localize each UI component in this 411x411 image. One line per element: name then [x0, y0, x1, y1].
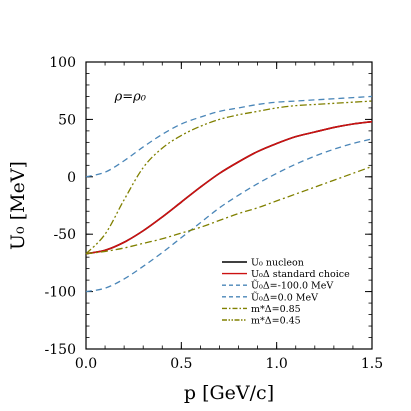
y-tick-label: -100 — [45, 285, 76, 301]
x-axis-label: p [GeV/c] — [184, 382, 274, 404]
density-annotation: ρ=ρ₀ — [114, 89, 147, 104]
ticks: 0.0 0.5 1.0 1.5 -150 -100 -50 0 50 100 — [45, 55, 384, 372]
legend-label-2: Ũ₀Δ=-100.0 MeV — [251, 280, 333, 292]
legend-label-4: m*Δ=0.85 — [251, 304, 301, 315]
series-line-5 — [85, 100, 373, 255]
series-line-4 — [85, 165, 373, 255]
series-line-0 — [85, 120, 373, 255]
legend-label-1: U₀Δ standard choice — [251, 269, 350, 280]
series-line-3 — [85, 95, 373, 178]
plot-frame — [85, 61, 373, 350]
y-tick-label: 100 — [49, 55, 76, 71]
y-axis-label: U₀ [MeV] — [7, 161, 29, 250]
y-tick-label: 0 — [67, 170, 76, 186]
x-tick-label: 1.5 — [361, 356, 383, 372]
y-tick-label: -150 — [45, 342, 76, 358]
x-tick-label: 0.5 — [170, 356, 192, 372]
x-tick-label: 1.0 — [266, 356, 288, 372]
series-line-1 — [85, 120, 373, 255]
legend-label-5: m*Δ=0.45 — [251, 316, 301, 327]
legend-label-0: U₀ nucleon — [251, 258, 304, 269]
series-layer — [85, 95, 373, 293]
y-tick-label: 50 — [58, 112, 76, 128]
series-line-2 — [85, 138, 373, 293]
legend-label-3: Ũ₀Δ=0.0 MeV — [251, 291, 318, 303]
x-tick-label: 0.0 — [75, 356, 97, 372]
y-tick-label: -50 — [53, 227, 76, 243]
